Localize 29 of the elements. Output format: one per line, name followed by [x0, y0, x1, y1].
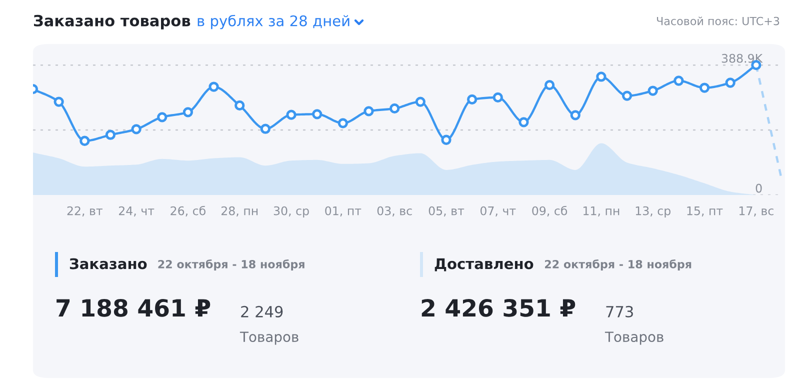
text: Товаров	[240, 332, 298, 345]
x-tick-label: 09, сб	[532, 206, 568, 216]
x-tick-label: 11, пн	[584, 206, 620, 216]
y-tick-label: 0	[756, 184, 762, 193]
text: Часовой пояс: UTC+3	[656, 16, 780, 26]
chart-title: Заказано товаров	[34, 14, 190, 30]
x-tick-label: 17, вс	[739, 206, 774, 216]
text: 2 426 351 ₽	[422, 298, 576, 317]
x-tick-label: 03, вс	[377, 206, 412, 216]
x-tick-label: 24, чт	[118, 206, 154, 216]
text: 7 188 461 ₽	[56, 298, 210, 317]
text: 22 октября - 18 ноября	[545, 259, 692, 271]
x-tick-label: 22, вт	[67, 206, 102, 216]
x-tick-label: 01, пт	[325, 206, 362, 216]
x-tick-label: 05, вт	[428, 206, 464, 216]
text: 22 октября - 18 ноября	[158, 259, 304, 271]
text: 2 249	[241, 306, 283, 318]
y-tick-label: 388.9K	[722, 54, 763, 63]
legend-label: Заказано	[70, 258, 147, 270]
x-tick-label: 13, ср	[636, 206, 670, 218]
x-tick-label: 26, сб	[170, 206, 206, 216]
text: 773	[606, 306, 633, 318]
x-tick-label: 28, пн	[222, 206, 258, 216]
legend-label: Доставлено	[434, 258, 534, 272]
x-tick-label: 30, ср	[274, 206, 309, 218]
x-tick-label: 15, пт	[687, 206, 723, 216]
chart-subtitle: в рублях за 28 дней	[198, 14, 350, 30]
x-tick-label: 07, чт	[480, 206, 516, 216]
text: Товаров	[604, 332, 664, 345]
